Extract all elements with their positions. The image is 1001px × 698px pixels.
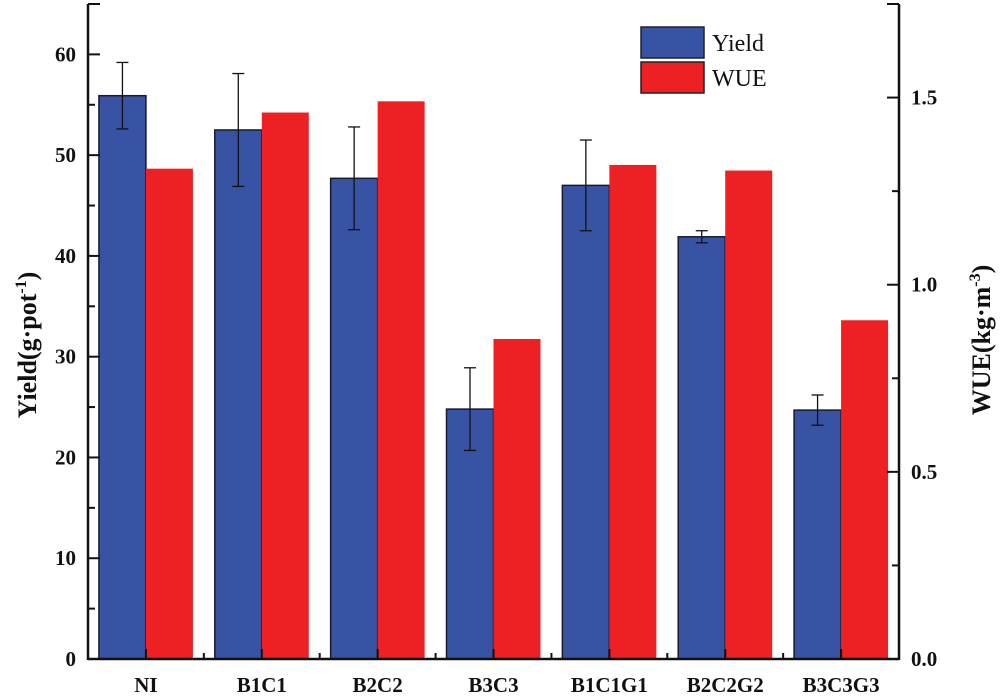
x-tick-label: NI [134,673,157,697]
y-tick-label: 40 [55,244,76,268]
y2-tick-label: 1.0 [911,273,937,297]
x-tick-label: B2C2G2 [687,673,764,697]
y-tick-label: 60 [55,42,76,66]
x-tick-label: B3C3G3 [803,673,880,697]
bar-yield [98,94,147,660]
y-axis-title-sup: -1 [13,280,30,293]
y2-axis-title-close: ) [967,265,996,274]
bar-yield [793,409,842,660]
y-tick-label: 50 [55,143,76,167]
y-axis-title-close: ) [13,272,42,281]
bar-wue [493,338,541,659]
bar-wue [261,112,309,660]
y2-tick-label: 1.5 [911,86,937,110]
bar-yield [329,177,379,660]
bar-wue [609,164,657,659]
y-tick-label: 0 [66,647,77,671]
bar-wue [377,101,425,660]
y2-tick-label: 0.5 [911,460,937,484]
bar-wue [725,170,773,660]
y2-tick-label: 0.0 [911,647,937,671]
legend-swatch-yield [640,26,705,59]
legend-label-yield: Yield [712,31,764,57]
y-tick-label: 10 [55,546,76,570]
legend-swatch-wue [640,61,705,94]
x-tick-label: B1C1 [237,673,287,697]
legend-label-wue: WUE [712,66,767,92]
y-axis-title: Yield(g·pot-1) [13,272,42,419]
y2-axis-title: WUE(kg·m-3) [967,265,996,416]
bar-wue [145,168,193,659]
y2-axis-title-sup: -3 [967,273,984,286]
x-tick-label: B3C3 [468,673,518,697]
bar-wue [841,320,889,659]
y2-axis-title-main: WUE(kg·m [967,286,996,415]
x-tick-label: B2C2 [353,673,403,697]
bar-yield [214,129,263,660]
y-tick-label: 20 [55,445,76,469]
bar-yield [677,236,726,660]
y-tick-label: 30 [55,345,76,369]
x-tick-label: B1C1G1 [571,673,648,697]
legend: Yield WUE [640,26,767,94]
bar-yield [561,184,611,660]
y-axis-title-main: Yield(g·pot [13,293,42,418]
